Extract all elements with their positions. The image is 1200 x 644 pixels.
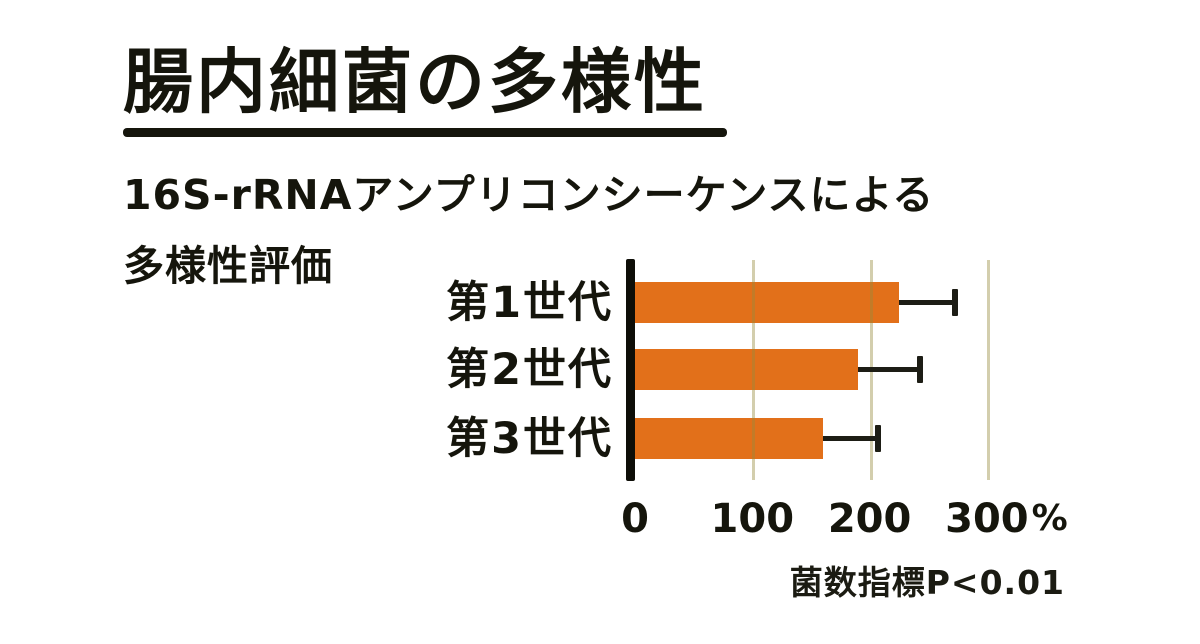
- category-label: 第3世代: [446, 413, 613, 464]
- x-tick-label: 100: [710, 496, 795, 542]
- gridline-100: [752, 260, 756, 480]
- error-bar-whisker: [822, 436, 878, 441]
- x-tick-label: 0: [621, 496, 649, 542]
- data-bar: [635, 282, 899, 323]
- error-bar-cap: [917, 356, 924, 383]
- error-bar-cap: [952, 289, 959, 316]
- y-axis-line: [626, 259, 635, 481]
- subtitle-line-2: 多様性評価: [123, 242, 333, 290]
- page-title: 腸内細菌の多様性: [123, 41, 707, 123]
- data-bar: [635, 418, 823, 459]
- x-tick-label: 200: [827, 496, 912, 542]
- title-underline: [123, 128, 727, 137]
- chart-note: 菌数指標P<0.01: [789, 563, 1065, 602]
- subtitle-line-1: 16S-rRNAアンプリコンシーケンスによる: [123, 171, 935, 219]
- error-bar-whisker: [857, 367, 921, 372]
- gridline-300: [986, 260, 990, 480]
- error-bar-cap: [874, 425, 881, 452]
- category-label: 第2世代: [446, 344, 613, 395]
- category-label: 第1世代: [446, 277, 613, 328]
- x-axis-unit-label: %: [1031, 498, 1068, 539]
- data-bar: [635, 349, 858, 390]
- error-bar-whisker: [898, 300, 956, 305]
- x-tick-label: 300%: [945, 496, 1068, 542]
- bar-chart: 第1世代第2世代第3世代 0 100 200 300% 菌数指標P<0.01: [446, 259, 1100, 602]
